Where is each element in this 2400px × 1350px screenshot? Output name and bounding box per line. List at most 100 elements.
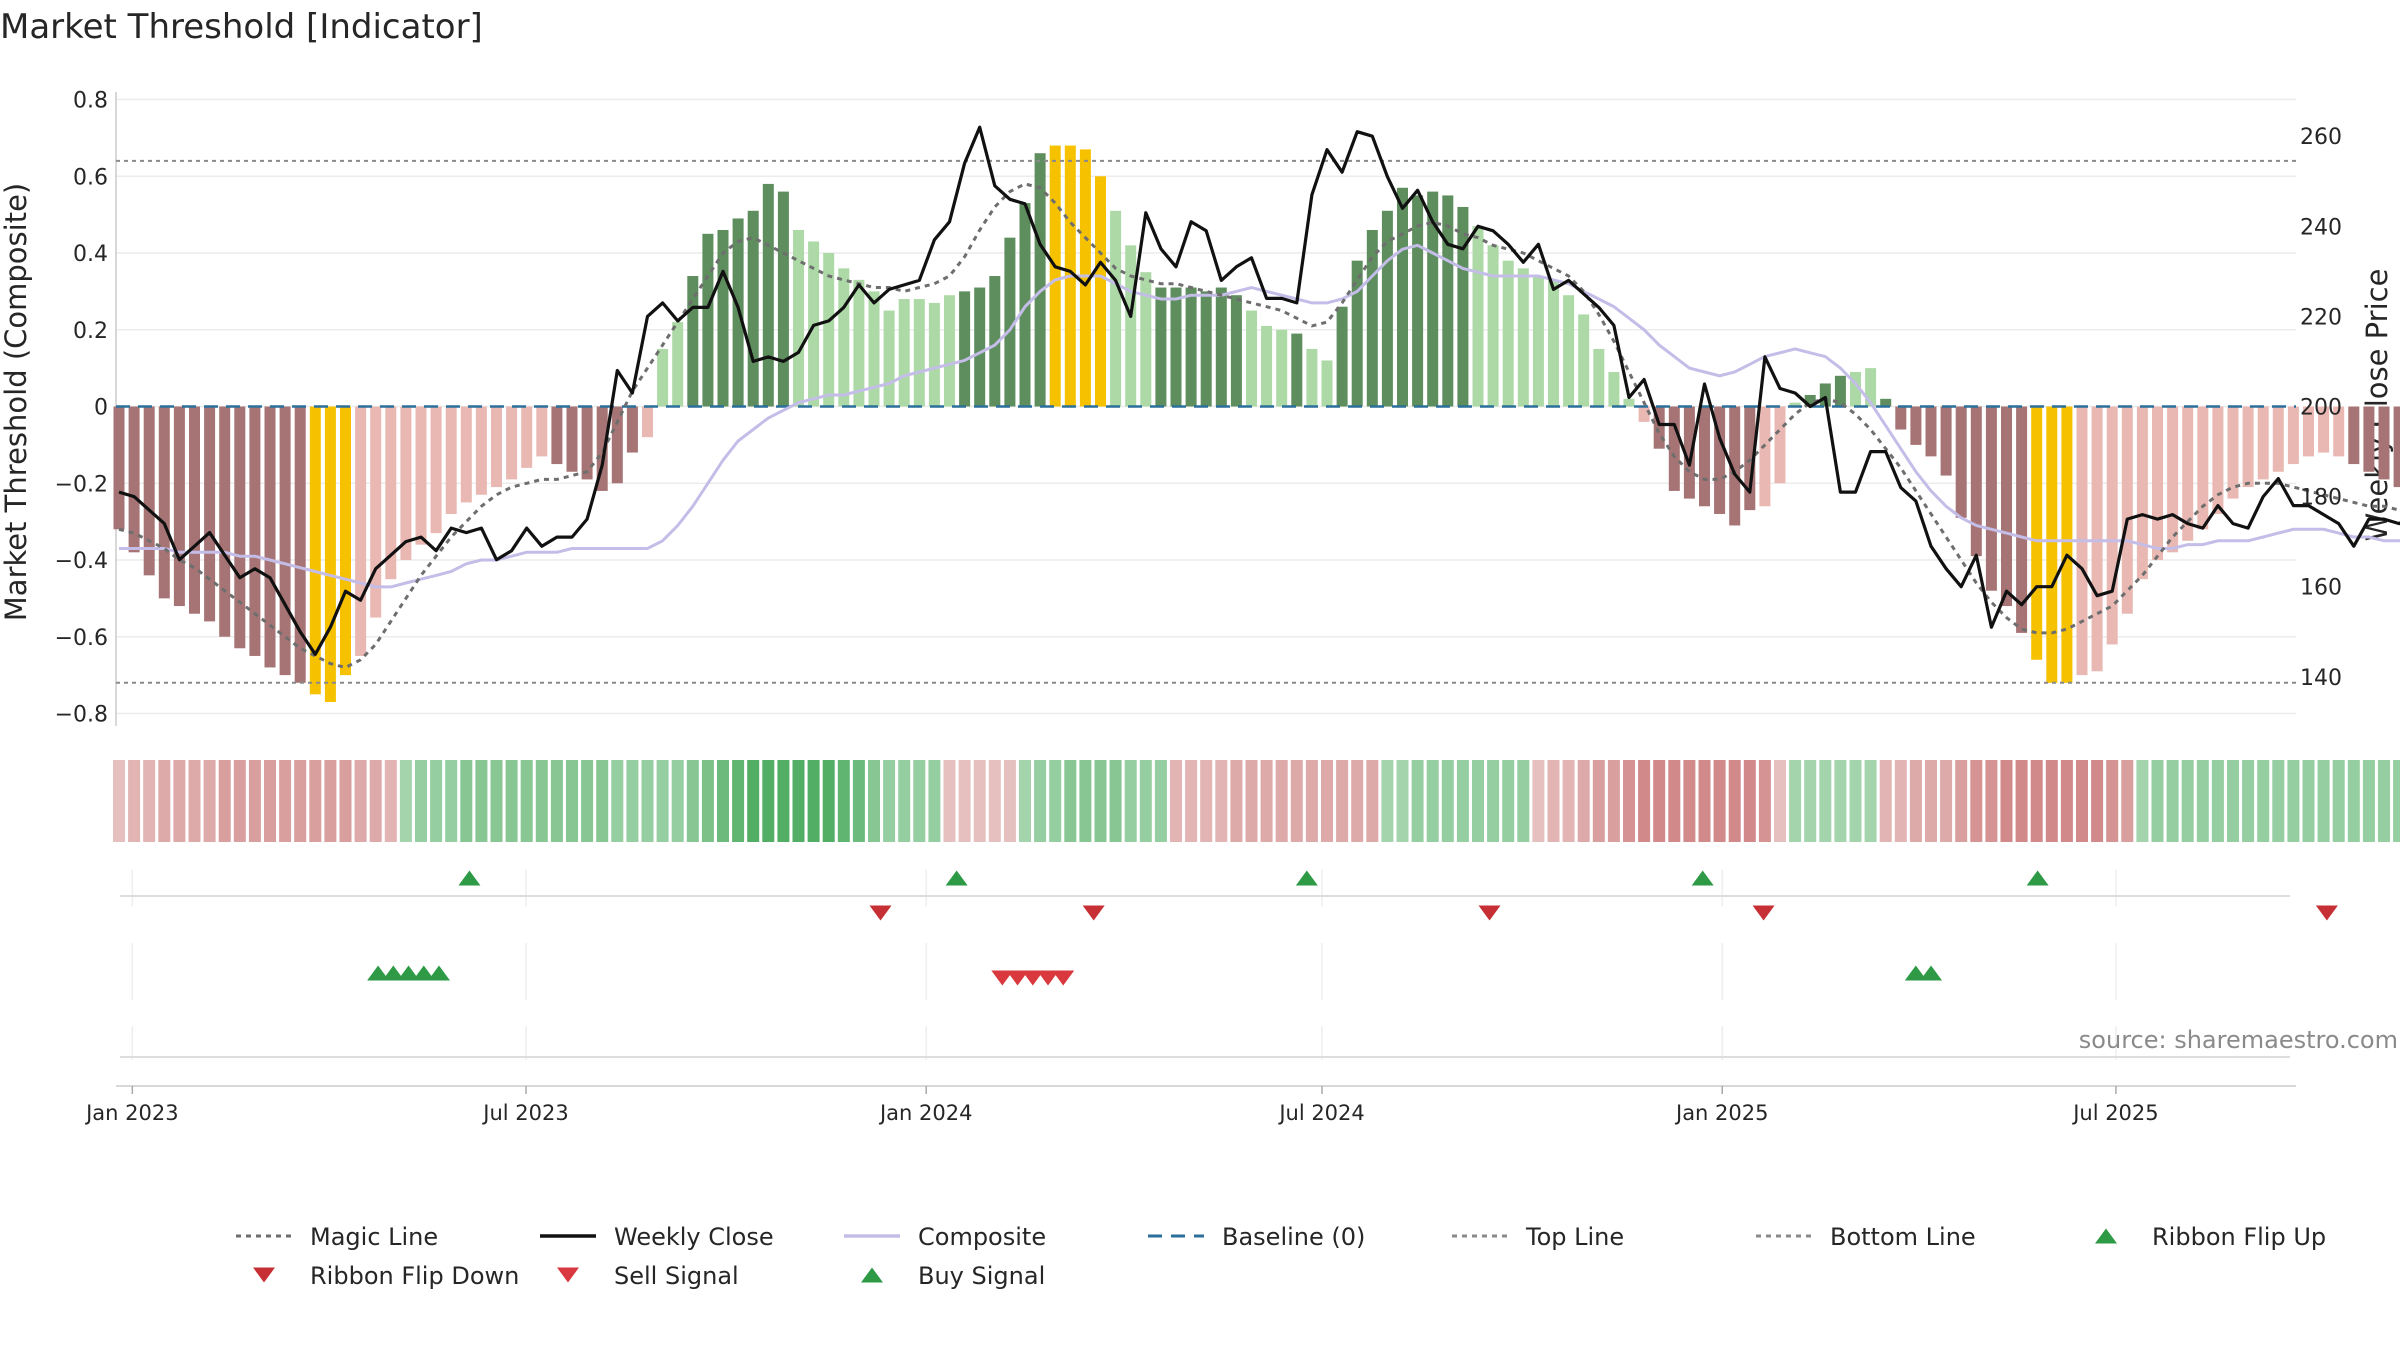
threshold-bar — [1653, 406, 1665, 449]
legend-label: Magic Line — [310, 1223, 438, 1251]
magic-line — [118, 182, 2400, 670]
ribbon-cell — [686, 760, 699, 842]
ribbon-cell — [113, 760, 125, 842]
threshold-bar — [1608, 371, 1620, 407]
threshold-bar — [762, 183, 774, 407]
ribbon-cell — [1185, 760, 1198, 842]
ribbon-cell — [2362, 760, 2375, 842]
ribbon-cell — [1638, 760, 1651, 842]
legend-item: Weekly Close — [540, 1223, 774, 1251]
ribbon-cell — [898, 760, 911, 842]
y-tick-left-label: −0.4 — [55, 549, 108, 574]
threshold-bar — [823, 253, 835, 407]
ribbon-cell — [1245, 760, 1258, 842]
threshold-bar — [2393, 406, 2400, 488]
legend-item: Buy Signal — [861, 1262, 1045, 1290]
ribbon-cell — [1441, 760, 1454, 842]
buy-signal-marker — [428, 965, 450, 981]
ribbon-cell — [1758, 760, 1771, 842]
legend-item: Ribbon Flip Up — [2095, 1223, 2326, 1251]
threshold-bar — [2257, 406, 2269, 480]
ribbon-flip-up-marker — [1691, 870, 1714, 886]
ribbon-strip — [113, 760, 2400, 842]
ribbon-cell — [2196, 760, 2209, 842]
ribbon-cell — [822, 760, 835, 842]
y-axis-left-label: Market Threshold (Composite) — [0, 183, 33, 621]
threshold-bar — [974, 287, 986, 407]
threshold-bar — [883, 310, 895, 407]
y-tick-right-label: 240 — [2300, 215, 2342, 240]
threshold-bar — [1638, 406, 1650, 422]
threshold-bar — [2061, 406, 2073, 683]
threshold-bar — [400, 406, 412, 560]
threshold-bar — [1578, 314, 1590, 407]
buy-signal-marker — [412, 965, 435, 981]
threshold-bar — [219, 406, 231, 637]
y-tick-right-label: 220 — [2300, 305, 2342, 330]
legend-label: Top Line — [1525, 1223, 1624, 1251]
ribbon-cell — [988, 760, 1001, 842]
threshold-bar — [143, 406, 155, 576]
ribbon-cell — [1668, 760, 1681, 842]
ribbon-cell — [656, 760, 669, 842]
y-tick-left-label: 0.4 — [73, 242, 108, 267]
ribbon-cell — [2287, 760, 2300, 842]
ribbon-cell — [1109, 760, 1122, 842]
threshold-bar — [1095, 176, 1106, 407]
ribbon-flip-down-marker — [1478, 905, 1501, 921]
threshold-bar — [415, 406, 427, 545]
threshold-bar — [1110, 210, 1122, 407]
threshold-bar — [551, 406, 563, 465]
ribbon-cell — [1728, 760, 1741, 842]
ribbon-cell — [2106, 760, 2119, 842]
threshold-bar — [2318, 406, 2330, 453]
ribbon-cell — [384, 760, 397, 842]
ribbon-cell — [928, 760, 941, 842]
ribbon-flip-up-marker — [945, 870, 968, 886]
threshold-bar — [853, 279, 865, 407]
ribbon-flip-down-marker — [869, 905, 892, 921]
threshold-bar — [113, 406, 125, 530]
threshold-bar — [2333, 406, 2345, 457]
threshold-bar — [1729, 406, 1741, 526]
ribbon-cell — [2347, 760, 2360, 842]
ribbon-cell — [1200, 760, 1213, 842]
threshold-bar — [2152, 406, 2163, 560]
threshold-bar — [2197, 406, 2209, 530]
ribbon-cell — [883, 760, 896, 842]
threshold-bar — [1985, 406, 1997, 591]
ribbon-cell — [294, 760, 307, 842]
threshold-bar — [1049, 145, 1061, 407]
ribbon-cell — [1925, 760, 1937, 842]
threshold-bar — [2001, 406, 2012, 607]
ribbon-cell — [188, 760, 201, 842]
ribbon-cell — [1472, 760, 1484, 842]
legend-swatch-triangle-up — [861, 1267, 883, 1283]
y-tick-right-label: 200 — [2300, 396, 2342, 421]
ribbon-cell — [2211, 760, 2224, 842]
threshold-bar — [1593, 348, 1605, 407]
ribbon-cell — [399, 760, 412, 842]
threshold-bar — [1125, 245, 1137, 407]
ribbon-cell — [1215, 760, 1228, 842]
ribbon-cell — [1970, 760, 1983, 842]
ribbon-cell — [1653, 760, 1666, 842]
threshold-bar — [672, 322, 684, 407]
threshold-bar — [1321, 360, 1333, 407]
threshold-bar — [1246, 310, 1257, 407]
y-tick-left-label: 0.8 — [73, 89, 108, 114]
threshold-bar — [1155, 287, 1167, 407]
ribbon-cell — [566, 760, 578, 842]
threshold-bar — [1004, 237, 1016, 407]
buy-signal-marker — [367, 965, 390, 981]
ribbon-cell — [309, 760, 322, 842]
composite-line — [119, 243, 2400, 589]
threshold-bar — [1185, 287, 1197, 407]
y-tick-right-label: 180 — [2300, 486, 2342, 511]
threshold-bar — [717, 229, 729, 407]
ribbon-cell — [626, 760, 639, 842]
threshold-bar — [1850, 371, 1861, 407]
ribbon-cell — [1079, 760, 1092, 842]
threshold-bar — [1412, 195, 1424, 407]
legend-label: Sell Signal — [614, 1262, 739, 1290]
